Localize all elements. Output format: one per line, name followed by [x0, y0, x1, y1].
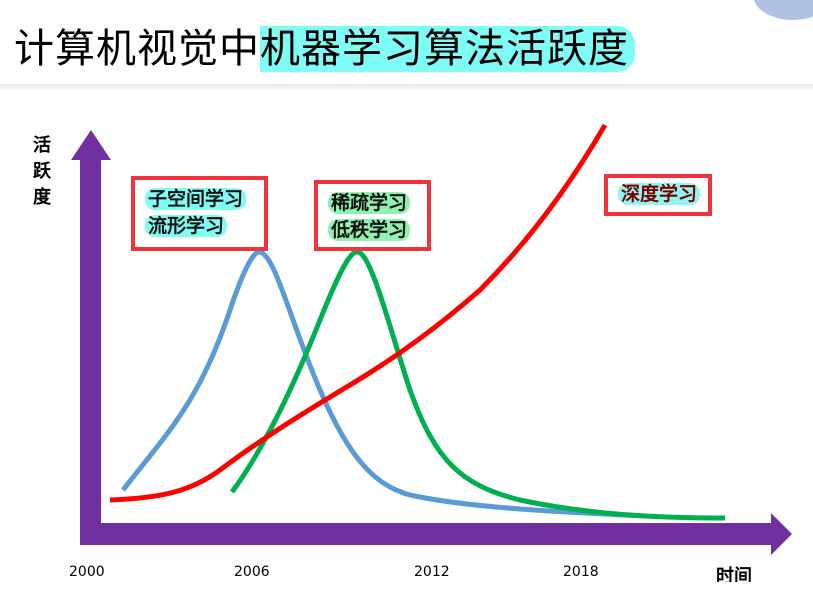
title-divider [0, 84, 813, 89]
box-text: 子空间学习 [145, 188, 247, 210]
box-text: 稀疏学习 [328, 192, 411, 214]
title-plain: 计算机视觉中 [14, 26, 260, 72]
corner-decoration [753, 0, 813, 20]
y-axis-arrow [71, 130, 111, 545]
curve-deep-learning [109, 123, 608, 503]
page-title: 计算机视觉中机器学习算法活跃度 [14, 16, 635, 74]
box-text: 流形学习 [145, 215, 228, 237]
label-box-sparse: 稀疏学习 低秩学习 [314, 180, 431, 251]
curve-subspace-manifold [121, 249, 646, 519]
box-text: 低秩学习 [328, 219, 411, 241]
title-highlight: 机器学习算法活跃度 [260, 26, 635, 72]
curve-sparse-lowrank [229, 249, 726, 521]
label-box-deep: 深度学习 [604, 174, 712, 216]
y-axis-label: 活跃度 [33, 135, 51, 208]
x-axis-label: 时间 [716, 566, 752, 582]
box-text: 深度学习 [618, 183, 701, 205]
label-box-subspace: 子空间学习 流形学习 [131, 176, 268, 251]
x-tick: 2006 [234, 564, 270, 580]
x-tick: 2012 [414, 564, 450, 580]
x-axis-arrow [80, 513, 792, 555]
x-tick: 2000 [69, 564, 105, 580]
x-tick: 2018 [563, 564, 599, 580]
